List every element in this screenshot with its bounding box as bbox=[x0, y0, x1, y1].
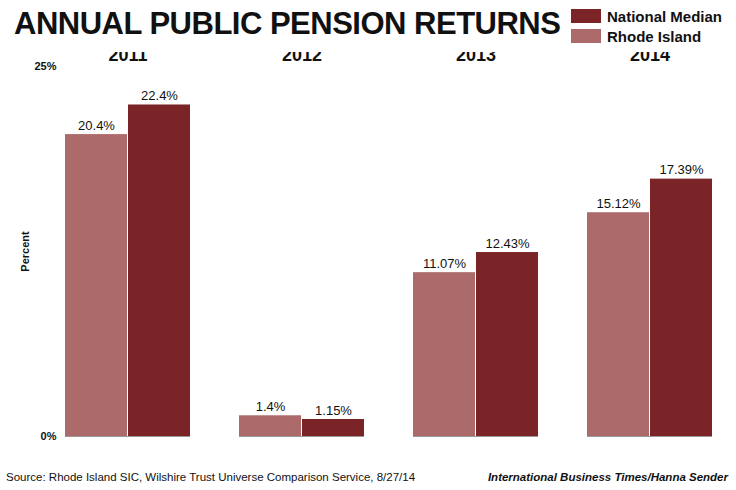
svg-text:22.4%: 22.4% bbox=[141, 88, 178, 103]
svg-text:15.12%: 15.12% bbox=[596, 196, 641, 211]
svg-text:2012: 2012 bbox=[282, 52, 322, 65]
html-text:International Business Times/H: International Business Times/Hanna Sende… bbox=[487, 471, 728, 483]
svg-text:11.07%: 11.07% bbox=[423, 256, 467, 271]
svg-text:2011: 2011 bbox=[108, 52, 147, 65]
svg-text:2013: 2013 bbox=[456, 52, 496, 65]
svg-text:0%: 0% bbox=[41, 430, 57, 442]
svg-text:1.15%: 1.15% bbox=[315, 403, 352, 418]
svg-text:12.43%: 12.43% bbox=[485, 236, 530, 251]
html-text:Rhode Island: Rhode Island bbox=[607, 27, 702, 45]
svg-text:20.4%: 20.4% bbox=[78, 118, 115, 133]
svg-text:25%: 25% bbox=[34, 60, 56, 72]
svg-text:1.4%: 1.4% bbox=[256, 399, 286, 414]
html-text:Source: Rhode Island SIC, Wils: Source: Rhode Island SIC, Wilshire Trust… bbox=[6, 471, 416, 483]
svg-text:Percent: Percent bbox=[19, 231, 31, 272]
html-text:National Median: National Median bbox=[607, 7, 722, 25]
svg-text:2014: 2014 bbox=[630, 52, 670, 65]
html-text:ANNUAL PUBLIC PENSION RETURNS: ANNUAL PUBLIC PENSION RETURNS bbox=[14, 6, 561, 41]
svg-text:17.39%: 17.39% bbox=[659, 162, 704, 177]
